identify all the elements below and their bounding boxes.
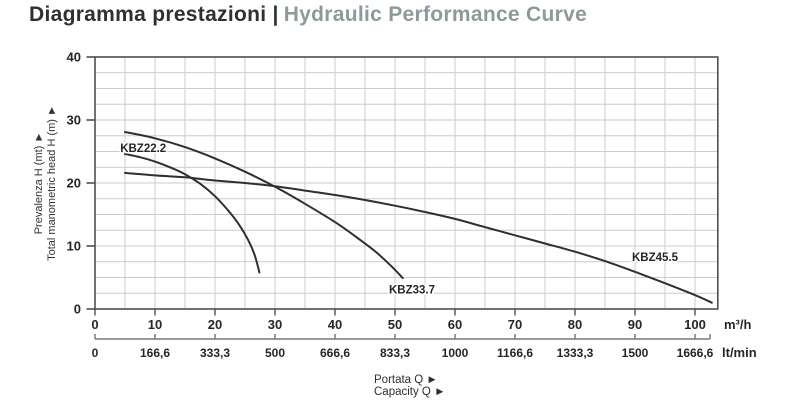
curve-kbz222 <box>124 153 261 274</box>
y-tick-label: 40 <box>67 50 81 65</box>
x-axis-secondary-unit: lt/min <box>722 345 757 360</box>
y-tick-label: 0 <box>74 302 81 317</box>
y-tick-label: 30 <box>67 113 81 128</box>
x-axis-title: Portata Q ► Capacity Q ► <box>374 374 445 398</box>
curve-label-kbz337: KBZ33.7 <box>389 284 435 296</box>
x-axis-primary-unit: m³/h <box>724 317 752 332</box>
x2-tick-label: 666,6 <box>320 346 350 360</box>
x-tick-label: 100 <box>684 317 706 332</box>
y-axis-ticks: 0 10 20 30 40 <box>67 50 95 317</box>
x-tick-label: 90 <box>628 317 642 332</box>
x2-tick-label: 833,3 <box>380 346 410 360</box>
x2-tick-label: 1166,6 <box>497 346 533 360</box>
y-tick-label: 20 <box>67 176 81 191</box>
x-axis-title-italian: Portata Q ► <box>374 374 438 386</box>
x-axis-secondary: 0 166,6 333,3 500 666,6 833,3 1000 1166,6 1333,3… <box>92 334 757 360</box>
title-english: Hydraulic Performance Curve <box>283 3 588 26</box>
x-tick-label: 0 <box>91 317 98 332</box>
x2-tick-label: 1333,3 <box>557 346 594 360</box>
x2-tick-label: 0 <box>92 346 99 360</box>
x2-tick-label: 1500 <box>622 346 649 360</box>
title-italian: Diagramma prestazioni | <box>29 3 279 26</box>
x2-tick-label: 1666,6 <box>677 346 714 360</box>
grid <box>95 57 718 309</box>
x2-tick-label: 333,3 <box>200 346 230 360</box>
x-tick-label: 40 <box>328 317 342 332</box>
x2-tick-label: 166,6 <box>140 346 170 360</box>
x-tick-label: 30 <box>268 317 282 332</box>
page-title: Diagramma prestazioni | Hydraulic Perform… <box>29 3 587 27</box>
x-tick-label: 10 <box>148 317 162 332</box>
x-tick-label: 80 <box>568 317 582 332</box>
curve-kbz337 <box>124 131 404 280</box>
x-axis-primary: 0 10 20 30 40 50 60 70 80 90 100 m³/h <box>91 309 752 332</box>
curve-kbz455 <box>124 171 713 304</box>
x-tick-label: 70 <box>508 317 522 332</box>
x-tick-label: 60 <box>448 317 462 332</box>
x2-tick-label: 1000 <box>442 346 469 360</box>
x2-tick-label: 500 <box>265 346 285 360</box>
x-axis-title-english: Capacity Q ► <box>374 386 446 398</box>
curve-label-kbz222: KBZ22.2 <box>120 143 166 155</box>
x-tick-label: 20 <box>208 317 222 332</box>
x-tick-label: 50 <box>388 317 402 332</box>
y-tick-label: 10 <box>67 239 81 254</box>
curve-label-kbz455: KBZ45.5 <box>632 252 679 264</box>
